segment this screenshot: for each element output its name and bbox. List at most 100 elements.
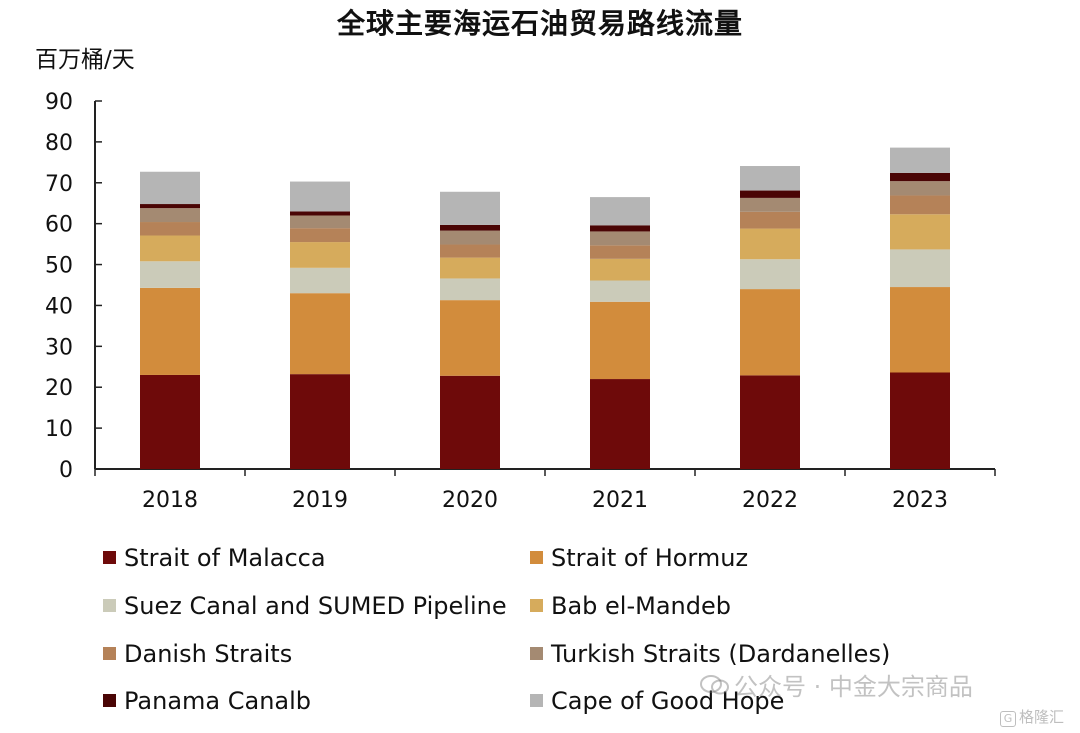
legend-label: Cape of Good Hope [551, 687, 785, 715]
legend-swatch [103, 598, 116, 612]
legend-item: Danish Straits [103, 639, 292, 669]
tick-labels: 0 10 20 30 40 50 60 70 80 90 2018 2019 2020 2021 2022 2… [45, 90, 948, 513]
y-tick-label: 60 [45, 213, 73, 238]
bar-segment [740, 197, 800, 212]
bar-segment [590, 225, 650, 232]
bar-segment [290, 211, 350, 216]
bar-segment [290, 374, 350, 469]
legend-swatch [530, 693, 543, 707]
bar-segment [290, 293, 350, 375]
bar-segment [440, 230, 500, 245]
legend-label: Danish Straits [124, 640, 293, 668]
bar-segment [890, 249, 950, 288]
bar-segment [140, 171, 200, 205]
legend-label: Suez Canal and SUMED Pipeline [124, 592, 507, 620]
bar-segment [140, 222, 200, 236]
legend-item: Turkish Straits (Dardanelles) [530, 639, 890, 669]
x-tick-label: 2021 [592, 488, 648, 513]
legend-label: Panama Canalb [124, 687, 312, 715]
bar-segment [140, 374, 200, 469]
bar-segment [740, 166, 800, 191]
x-tick-label: 2020 [442, 488, 498, 513]
bar-segment [890, 147, 950, 173]
bar-segment [290, 181, 350, 212]
y-tick-label: 80 [45, 131, 73, 156]
y-tick-label: 30 [45, 335, 73, 360]
bar-segment [290, 228, 350, 243]
badge-logo-icon: G [1000, 711, 1016, 727]
bar-segment [440, 191, 500, 225]
bar-segment [440, 257, 500, 279]
y-tick-label: 90 [45, 90, 73, 115]
legend-swatch [530, 550, 543, 564]
bar-segment [590, 197, 650, 226]
y-tick-label: 70 [45, 172, 73, 197]
legend-label: Turkish Straits (Dardanelles) [551, 640, 891, 668]
bar-segment [440, 278, 500, 301]
bar-segment [890, 172, 950, 182]
bar-segment [740, 190, 800, 198]
bar-segment [440, 300, 500, 376]
bar-segment [890, 181, 950, 196]
legend-item: Cape of Good Hope [530, 686, 784, 716]
bar-segment [740, 375, 800, 469]
y-tick-label: 50 [45, 254, 73, 279]
bar-segment [590, 258, 650, 281]
bar-segment [590, 245, 650, 259]
badge-text: 格隆汇 [1019, 708, 1065, 726]
legend-item: Strait of Malacca [103, 543, 326, 573]
bar-segment [890, 195, 950, 215]
bar-segment [440, 224, 500, 231]
y-tick-label: 0 [59, 458, 73, 483]
bar-segment [440, 244, 500, 258]
x-tick-label: 2022 [742, 488, 798, 513]
y-tick-label: 10 [45, 417, 73, 442]
y-axis-unit-label: 百万桶/天 [35, 47, 135, 73]
x-tick-label: 2023 [892, 488, 948, 513]
bar-segment [290, 215, 350, 229]
legend-swatch [103, 550, 116, 564]
y-tick-label: 20 [45, 376, 73, 401]
legend-item: Panama Canalb [103, 686, 311, 716]
legend-swatch [530, 598, 543, 612]
bar-segment [290, 242, 350, 268]
bar-segment [590, 379, 650, 469]
legend-label: Strait of Hormuz [551, 544, 749, 572]
x-tick-label: 2019 [292, 488, 348, 513]
bar-segment [890, 372, 950, 469]
legend-swatch [103, 693, 116, 707]
y-tick-label: 40 [45, 294, 73, 319]
bar-segment [740, 211, 800, 229]
chart-title: 全球主要海运石油贸易路线流量 [336, 7, 743, 40]
bar-segment [590, 301, 650, 380]
watermark: 公众号 · 中金大宗商品 [700, 667, 973, 702]
bar-segment [140, 287, 200, 375]
axes [94, 100, 996, 476]
bar-segment [140, 261, 200, 288]
legend-label: Bab el-Mandeb [551, 592, 731, 620]
bar-segment [740, 228, 800, 260]
bar-segment [140, 235, 200, 262]
legend-item: Strait of Hormuz [530, 543, 748, 573]
bar-segment [590, 231, 650, 246]
bar-segment [290, 267, 350, 294]
bar-segment [890, 214, 950, 250]
bar-segment [140, 204, 200, 209]
watermark-text: 公众号 · 中金大宗商品 [734, 673, 973, 701]
legend-item: Bab el-Mandeb [530, 591, 731, 621]
bar-segment [140, 208, 200, 223]
source-badge: G 格隆汇 [1000, 706, 1064, 727]
legend-item: Suez Canal and SUMED Pipeline [103, 591, 507, 621]
wechat-icon [700, 675, 729, 695]
bars [140, 147, 950, 469]
x-tick-label: 2018 [142, 488, 198, 513]
bar-segment [740, 259, 800, 290]
bar-segment [740, 289, 800, 376]
bar-segment [590, 280, 650, 302]
legend-label: Strait of Malacca [124, 544, 326, 572]
bar-segment [440, 375, 500, 469]
bar-segment [890, 287, 950, 373]
legend-swatch [103, 646, 116, 660]
legend-swatch [530, 646, 543, 660]
